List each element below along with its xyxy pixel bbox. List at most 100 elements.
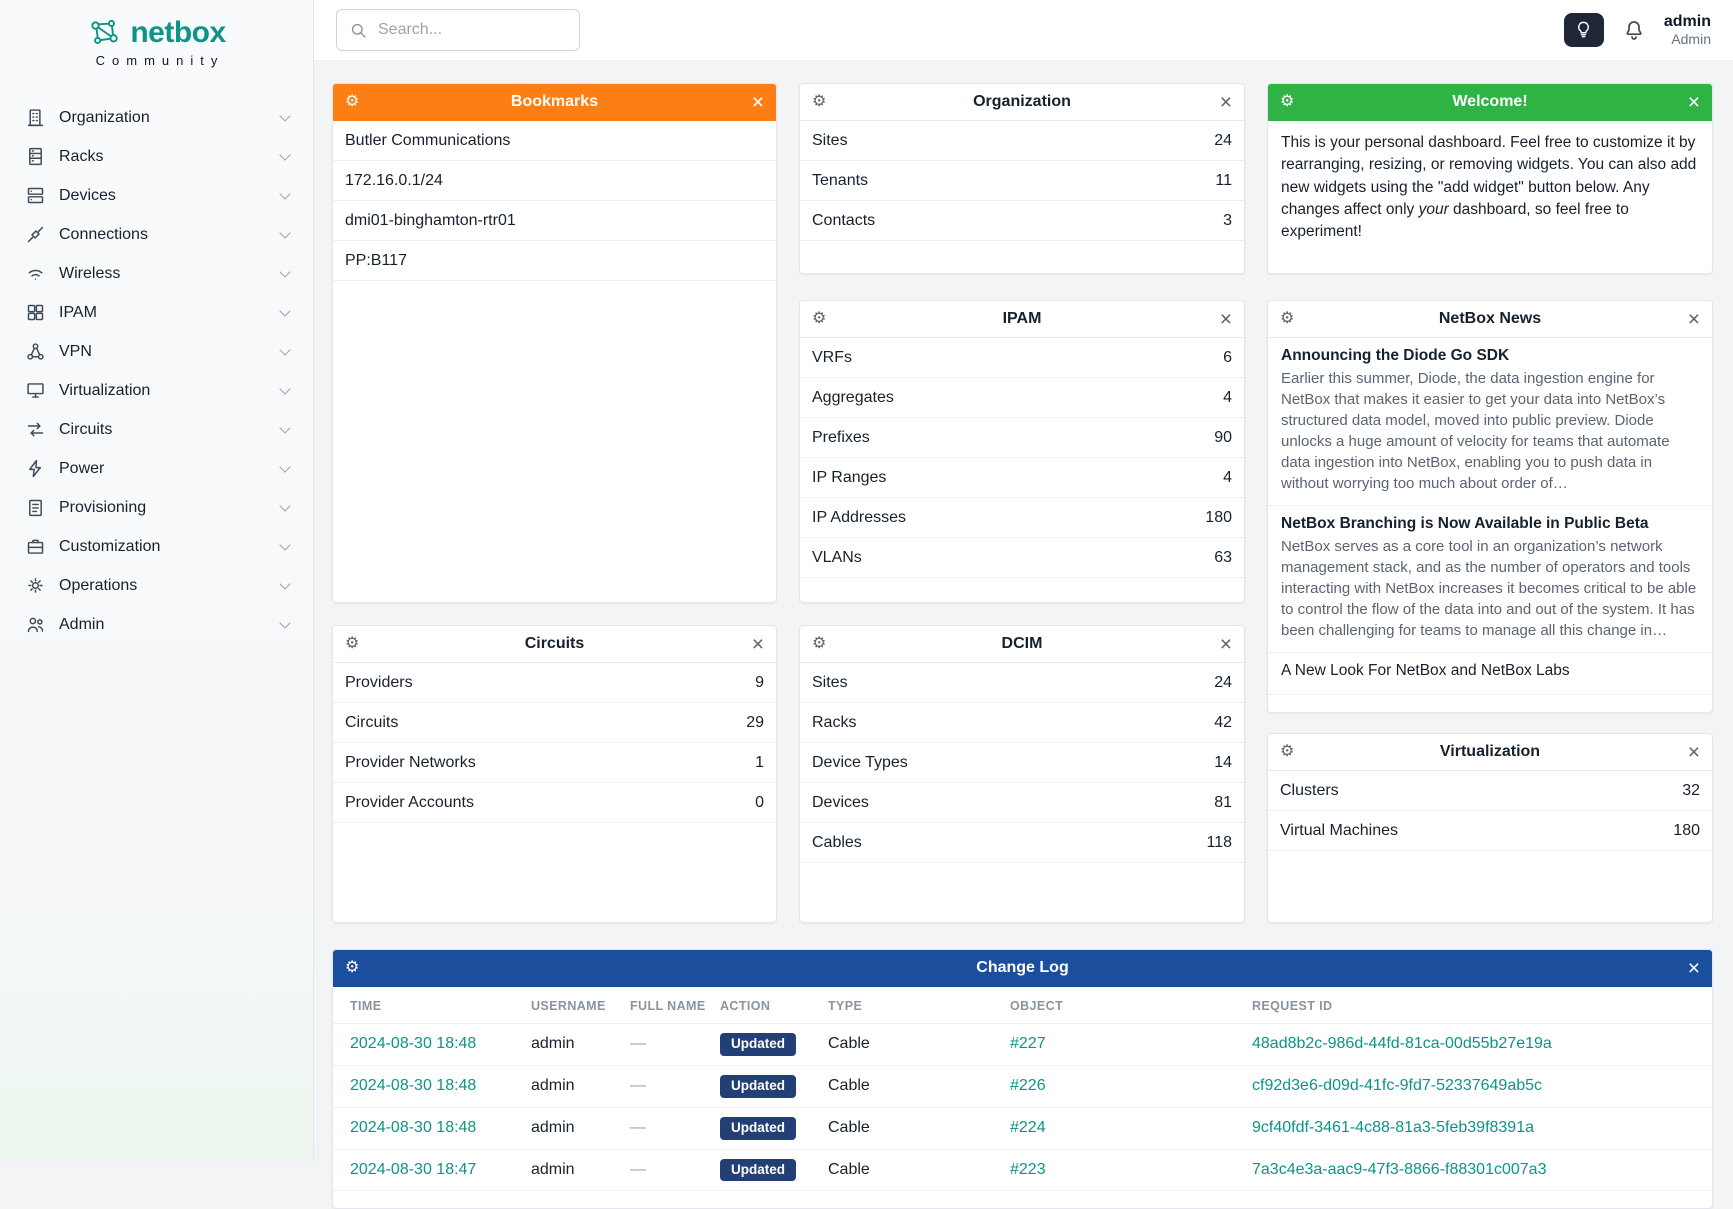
gear-icon[interactable]: ⚙ [812,310,827,327]
gear-icon[interactable]: ⚙ [1280,743,1295,760]
column-header: ACTION [712,987,820,1024]
dashboard-column-3: ⚙ Welcome! × This is your personal dashb… [1267,83,1713,923]
changelog-time-link[interactable]: 2024-08-30 18:48 [350,1077,477,1095]
stat-value: 81 [1214,793,1232,811]
close-icon[interactable]: × [1687,740,1700,764]
gear-icon[interactable]: ⚙ [345,93,360,110]
search-icon [351,23,366,38]
table-header-row: TIME USERNAME FULL NAME ACTION TYPE OBJE… [333,987,1712,1024]
stat-value: 11 [1215,171,1232,189]
sidebar-item-organization[interactable]: Organization [0,98,313,137]
welcome-widget-header: ⚙ Welcome! × [1268,84,1712,121]
sidebar-item-provisioning[interactable]: Provisioning [0,488,313,527]
column-header: USERNAME [523,987,622,1024]
bookmark-item[interactable]: dmi01-binghamton-rtr01 [333,201,776,241]
stat-row[interactable]: Racks 42 [800,703,1244,743]
close-icon[interactable]: × [1687,307,1700,331]
changelog-time-link[interactable]: 2024-08-30 18:47 [350,1160,477,1178]
changelog-request-link[interactable]: 48ad8b2c-986d-44fd-81ca-00d55b27e19a [1252,1035,1552,1053]
netbox-logo[interactable]: netbox [0,0,313,50]
sidebar-item-operations[interactable]: Operations [0,566,313,605]
transfer-icon [24,419,46,441]
sidebar: netbox Community Organization Racks Devi… [0,0,314,1161]
stat-row[interactable]: IP Addresses 180 [800,498,1244,538]
gear-icon[interactable]: ⚙ [345,635,360,652]
stat-row[interactable]: Tenants 11 [800,161,1244,201]
news-item-title[interactable]: A New Look For NetBox and NetBox Labs [1281,662,1570,679]
sidebar-item-ipam[interactable]: IPAM [0,293,313,332]
changelog-object-link[interactable]: #223 [1010,1160,1046,1178]
sidebar-item-label: Circuits [59,420,113,438]
sidebar-item-racks[interactable]: Racks [0,137,313,176]
stat-row[interactable]: Cables 118 [800,823,1244,863]
changelog-object-link[interactable]: #224 [1010,1119,1046,1137]
sidebar-item-power[interactable]: Power [0,449,313,488]
gear-icon[interactable]: ⚙ [1280,310,1295,327]
stat-row[interactable]: Sites 24 [800,121,1244,161]
sidebar-item-virtualization[interactable]: Virtualization [0,371,313,410]
stat-row[interactable]: VRFs 6 [800,338,1244,378]
bookmark-label: PP:B117 [345,251,407,269]
sidebar-item-label: Power [59,459,105,477]
sidebar-item-circuits[interactable]: Circuits [0,410,313,449]
bookmark-item[interactable]: 172.16.0.1/24 [333,161,776,201]
search-box[interactable] [336,9,580,51]
stat-value: 32 [1682,781,1700,799]
close-icon[interactable]: × [751,632,764,656]
stat-row[interactable]: Circuits 29 [333,703,776,743]
stat-row[interactable]: Provider Networks 1 [333,743,776,783]
notifications-button[interactable] [1622,18,1646,42]
close-icon[interactable]: × [1687,956,1700,980]
bolt-icon [24,458,46,480]
close-icon[interactable]: × [1687,90,1700,114]
bookmark-item[interactable]: PP:B117 [333,241,776,281]
theme-toggle-button[interactable] [1563,12,1604,47]
bookmark-item[interactable]: Butler Communications [333,121,776,161]
stat-row[interactable]: Providers 9 [333,663,776,703]
stat-row[interactable]: Contacts 3 [800,201,1244,241]
close-icon[interactable]: × [1219,90,1232,114]
gear-icon[interactable]: ⚙ [345,959,360,976]
stat-row[interactable]: IP Ranges 4 [800,458,1244,498]
news-item-title[interactable]: NetBox Branching is Now Available in Pub… [1281,515,1649,532]
gear-icon[interactable]: ⚙ [1280,93,1295,110]
stat-row[interactable]: Devices 81 [800,783,1244,823]
stat-row[interactable]: Device Types 14 [800,743,1244,783]
sidebar-item-admin[interactable]: Admin [0,605,313,644]
stat-row[interactable]: Prefixes 90 [800,418,1244,458]
changelog-request-link[interactable]: cf92d3e6-d09d-41fc-9fd7-52337649ab5c [1252,1077,1543,1095]
news-item-title[interactable]: Announcing the Diode Go SDK [1281,347,1510,364]
changelog-time-link[interactable]: 2024-08-30 18:48 [350,1119,477,1137]
close-icon[interactable]: × [1219,307,1232,331]
sidebar-item-wireless[interactable]: Wireless [0,254,313,293]
news-widget: ⚙ NetBox News × Announcing the Diode Go … [1267,300,1713,713]
virtualization-widget: ⚙ Virtualization × Clusters 32 Virtual Ma… [1267,733,1713,923]
table-row: 2024-08-30 18:48 admin — Updated Cable #… [333,1065,1712,1108]
stat-row[interactable]: VLANs 63 [800,538,1244,578]
changelog-object-link[interactable]: #226 [1010,1077,1046,1095]
sidebar-item-customization[interactable]: Customization [0,527,313,566]
user-menu[interactable]: admin Admin [1664,12,1711,48]
stat-row[interactable]: Aggregates 4 [800,378,1244,418]
gear-icon[interactable]: ⚙ [812,93,827,110]
changelog-fullname: — [630,1035,646,1053]
changelog-time-link[interactable]: 2024-08-30 18:48 [350,1035,477,1053]
widget-title: IPAM [1002,310,1042,327]
changelog-request-link[interactable]: 9cf40fdf-3461-4c88-81a3-5feb39f8391a [1252,1119,1534,1137]
sidebar-item-devices[interactable]: Devices [0,176,313,215]
table-row: 2024-08-30 18:47 admin — Updated Cable #… [333,1149,1712,1192]
sidebar-item-connections[interactable]: Connections [0,215,313,254]
topbar-right: admin Admin [1563,12,1711,48]
changelog-request-link[interactable]: 7a3c4e3a-aac9-47f3-8866-f88301c007a3 [1252,1160,1547,1178]
stat-label: Clusters [1280,781,1339,799]
stat-row[interactable]: Provider Accounts 0 [333,783,776,823]
changelog-object-link[interactable]: #227 [1010,1035,1046,1053]
sidebar-item-vpn[interactable]: VPN [0,332,313,371]
gear-icon[interactable]: ⚙ [812,635,827,652]
close-icon[interactable]: × [1219,632,1232,656]
search-input[interactable] [378,21,567,39]
stat-row[interactable]: Virtual Machines 180 [1268,811,1712,851]
close-icon[interactable]: × [751,90,764,114]
stat-row[interactable]: Sites 24 [800,663,1244,703]
stat-row[interactable]: Clusters 32 [1268,771,1712,811]
